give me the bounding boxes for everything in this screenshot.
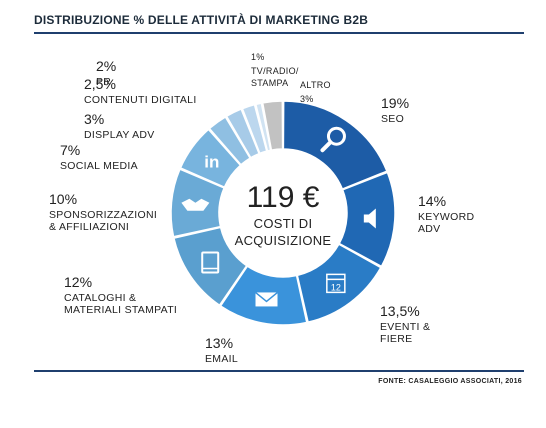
- top-divider: [34, 32, 524, 34]
- center-line1: COSTI DI: [254, 216, 313, 231]
- slice-name-label: 3%: [300, 94, 314, 104]
- donut-slice: [296, 243, 382, 324]
- donut-slice: [254, 102, 272, 152]
- slice-name-label: & AFFILIAZIONI: [49, 221, 129, 233]
- slice-name-label: SPONSORIZZAZIONI: [49, 209, 157, 221]
- svg-text:in: in: [204, 152, 219, 171]
- center-line2: ACQUISIZIONE: [235, 233, 332, 248]
- slice-name-label: SEO: [381, 113, 404, 125]
- slice-name-label: DISPLAY ADV: [84, 129, 155, 141]
- slice-percent-label: 2,5%: [84, 76, 116, 92]
- slice-percent-label: 7%: [60, 142, 80, 158]
- slice-name-label: CATALOGHI &: [64, 292, 136, 304]
- handshake-icon: [181, 198, 210, 211]
- donut-slice: [208, 115, 252, 166]
- social-icon: in: [204, 152, 219, 171]
- slice-percent-label: 3%: [84, 111, 104, 127]
- chart-title: DISTRIBUZIONE % DELLE ATTIVITÀ DI MARKET…: [34, 13, 369, 27]
- slice-percent-label: 12%: [64, 274, 92, 290]
- donut-slice: [225, 108, 261, 159]
- speaker-icon: [363, 208, 376, 229]
- slice-name-label: EVENTI &: [380, 321, 430, 333]
- slice-percent-label: 14%: [418, 193, 446, 209]
- svg-text:12: 12: [331, 282, 341, 292]
- slice-percent-label: 19%: [381, 95, 409, 111]
- slice-percent-label: 10%: [49, 191, 77, 207]
- slice-name-label: TV/RADIO/: [251, 66, 299, 76]
- slice-percent-label: 1%: [251, 52, 265, 62]
- slice-name-label: ADV: [418, 223, 441, 235]
- calendar-icon: 12: [326, 273, 346, 294]
- slice-name-label: MATERIALI STAMPATI: [64, 304, 177, 316]
- slice-name-label: FIERE: [380, 333, 412, 345]
- slice-name-label: PR: [96, 76, 111, 88]
- book-icon: [201, 251, 220, 274]
- donut-slice: [241, 103, 268, 155]
- search-icon: [320, 126, 346, 153]
- slice-percent-label: 2%: [96, 58, 116, 74]
- slice-name-label: KEYWORD: [418, 211, 474, 223]
- slice-name-label: SOCIAL MEDIA: [60, 160, 138, 172]
- slice-percent-label: 13,5%: [380, 303, 420, 319]
- source-note: FONTE: CASALEGGIO ASSOCIATI, 2016: [378, 378, 522, 385]
- slice-percent-label: ALTRO: [300, 80, 331, 90]
- center-value: 119 €: [247, 181, 320, 214]
- donut-slice: [261, 100, 284, 151]
- bottom-divider: [34, 370, 524, 372]
- slice-name-label: EMAIL: [205, 353, 238, 365]
- donut-slice: [179, 128, 242, 189]
- donut-slice: [172, 226, 248, 307]
- slice-percent-label: 13%: [205, 335, 233, 351]
- slice-name-label: STAMPA: [251, 78, 288, 88]
- slice-name-label: CONTENUTI DIGITALI: [84, 94, 197, 106]
- envelope-icon: [255, 291, 278, 307]
